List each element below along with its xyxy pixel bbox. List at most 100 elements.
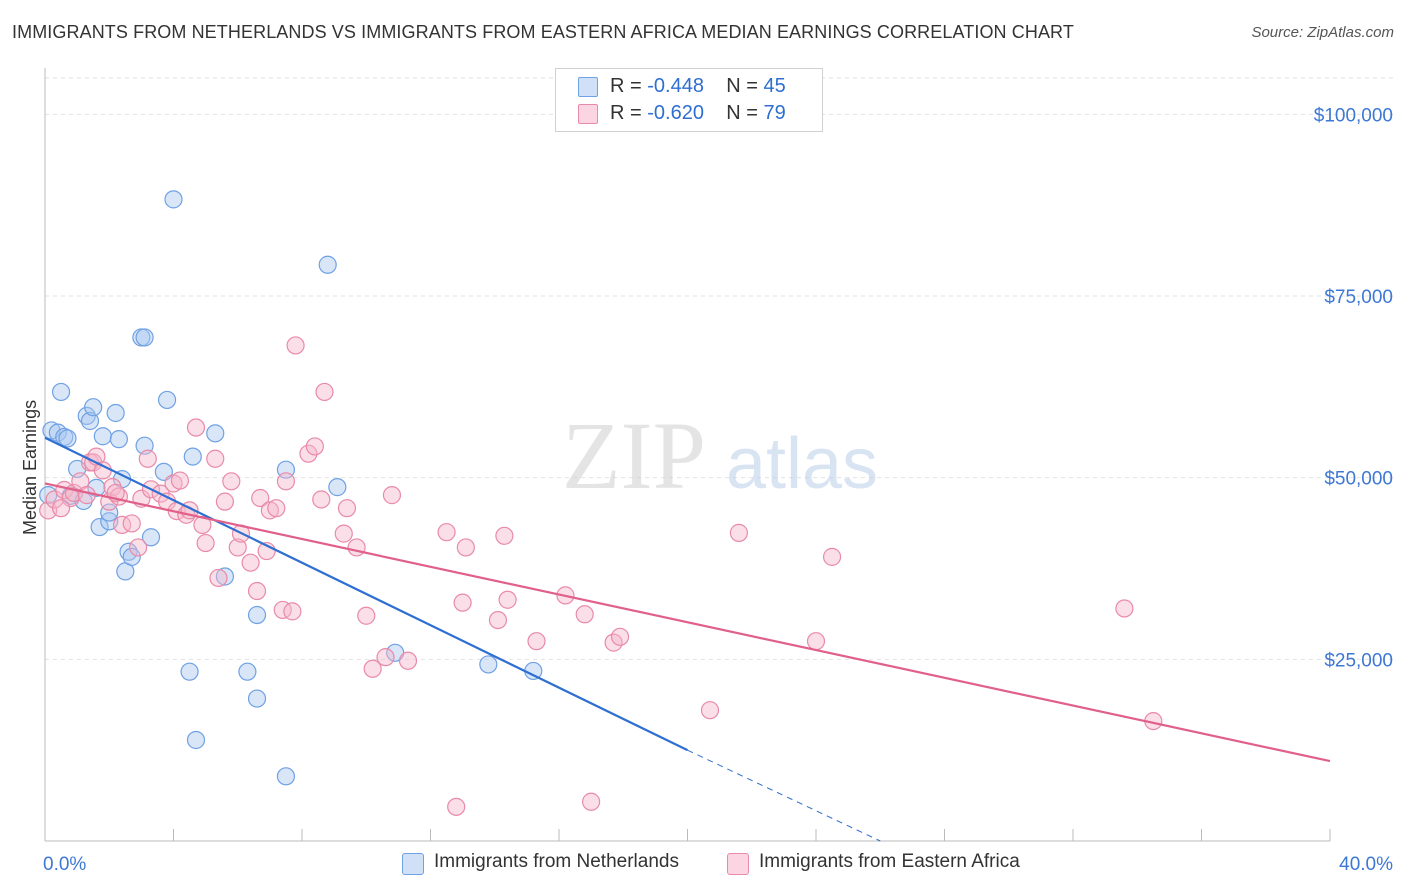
eastern-africa-point bbox=[103, 478, 122, 497]
eastern-africa-point bbox=[700, 701, 720, 720]
eastern-africa-point bbox=[299, 444, 318, 463]
netherlands-point bbox=[84, 398, 103, 417]
eastern-africa-point bbox=[209, 568, 228, 588]
eastern-africa-point bbox=[312, 490, 331, 509]
netherlands-point bbox=[119, 542, 138, 561]
netherlands-point bbox=[106, 403, 125, 423]
watermark-zip: ZIP bbox=[562, 402, 706, 509]
netherlands-point bbox=[90, 517, 109, 537]
legend-swatch-eastern-africa bbox=[727, 853, 749, 875]
series-eastern-africa-points bbox=[39, 336, 1163, 816]
legend-r-value: -0.448 bbox=[647, 75, 704, 97]
y-tick-label: $100,000 bbox=[1314, 105, 1393, 126]
eastern-africa-point bbox=[315, 382, 334, 402]
legend-r-label: R = bbox=[610, 75, 642, 97]
eastern-africa-point bbox=[337, 499, 357, 518]
eastern-africa-point bbox=[382, 486, 402, 505]
eastern-africa-point bbox=[488, 610, 508, 630]
netherlands-point bbox=[100, 503, 119, 522]
eastern-africa-point bbox=[582, 792, 601, 811]
netherlands-point bbox=[80, 411, 100, 431]
eastern-africa-point bbox=[305, 437, 324, 456]
eastern-africa-point bbox=[398, 651, 418, 670]
netherlands-point bbox=[215, 567, 234, 586]
eastern-africa-point bbox=[186, 418, 206, 437]
legend-label-netherlands: Immigrants from Netherlands bbox=[434, 851, 679, 872]
legend-swatch-netherlands bbox=[402, 853, 424, 875]
netherlands-point bbox=[238, 662, 257, 681]
legend-label-eastern-africa: Immigrants from Eastern Africa bbox=[759, 851, 1020, 872]
netherlands-point bbox=[51, 382, 71, 402]
eastern-africa-point bbox=[456, 538, 475, 557]
legend-swatch-eastern-africa bbox=[578, 104, 598, 124]
eastern-africa-point bbox=[228, 538, 247, 557]
eastern-africa-point bbox=[357, 606, 376, 625]
y-tick-label: $50,000 bbox=[1324, 469, 1393, 490]
axes bbox=[44, 68, 1331, 842]
eastern-africa-point bbox=[222, 472, 241, 491]
legend-n-value: 79 bbox=[763, 102, 786, 124]
tick-labels: $25,000 $50,000 $75,000 $100,000 0.0% 40.0% bbox=[43, 105, 1393, 875]
eastern-africa-point bbox=[437, 523, 456, 542]
eastern-africa-point bbox=[77, 486, 96, 505]
netherlands-point bbox=[93, 427, 112, 446]
chart-source: Source: ZipAtlas.com bbox=[1251, 24, 1394, 41]
netherlands-point bbox=[328, 478, 347, 497]
eastern-africa-point bbox=[729, 523, 749, 542]
correlation-legend: R = -0.448 N = 45 R = -0.620 N = 79 bbox=[555, 68, 823, 132]
eastern-africa-point bbox=[334, 524, 353, 543]
x-tick-label: 0.0% bbox=[43, 854, 86, 875]
eastern-africa-point bbox=[273, 600, 292, 620]
netherlands-point bbox=[122, 547, 141, 566]
netherlands-point bbox=[479, 655, 498, 674]
eastern-africa-point bbox=[822, 547, 842, 566]
netherlands-point bbox=[154, 462, 173, 481]
eastern-africa-point bbox=[453, 593, 472, 612]
eastern-africa-point bbox=[247, 581, 267, 601]
netherlands-trend-line bbox=[44, 436, 688, 752]
eastern-africa-point bbox=[575, 605, 594, 624]
eastern-africa-point bbox=[276, 472, 296, 491]
eastern-africa-point bbox=[251, 488, 270, 508]
netherlands-point bbox=[58, 429, 77, 448]
eastern-africa-point bbox=[267, 499, 286, 518]
legend-r-value: -0.620 bbox=[647, 102, 704, 124]
trend-lines bbox=[44, 436, 1331, 842]
legend-n-value: 45 bbox=[763, 75, 786, 97]
eastern-africa-point bbox=[495, 526, 514, 545]
watermark-atlas: atlas bbox=[726, 424, 878, 504]
netherlands-point bbox=[206, 424, 225, 443]
eastern-africa-point bbox=[283, 602, 302, 621]
eastern-africa-point bbox=[1115, 599, 1134, 618]
eastern-africa-point bbox=[363, 659, 382, 678]
eastern-africa-point bbox=[241, 553, 260, 572]
series-netherlands-points bbox=[39, 190, 543, 786]
legend-r-label: R = bbox=[610, 102, 642, 124]
netherlands-point bbox=[141, 528, 161, 547]
eastern-africa-point bbox=[138, 449, 157, 468]
chart-title: IMMIGRANTS FROM NETHERLANDS VS IMMIGRANT… bbox=[12, 22, 1074, 42]
legend-n-label: N = bbox=[726, 102, 758, 124]
netherlands-point bbox=[276, 767, 296, 786]
netherlands-trend-extension bbox=[687, 749, 881, 842]
netherlands-point bbox=[186, 730, 206, 750]
watermark: ZIP atlas bbox=[562, 402, 878, 509]
netherlands-point bbox=[87, 478, 106, 497]
y-axis-label: Median Earnings bbox=[20, 399, 40, 535]
eastern-africa-point bbox=[215, 492, 234, 511]
eastern-africa-point bbox=[527, 632, 546, 651]
eastern-africa-point bbox=[122, 514, 141, 533]
legend-swatch-netherlands bbox=[578, 77, 598, 97]
netherlands-point bbox=[386, 643, 405, 662]
netherlands-point bbox=[247, 689, 267, 708]
eastern-africa-point bbox=[196, 533, 215, 553]
eastern-africa-point bbox=[347, 538, 366, 557]
eastern-africa-point bbox=[170, 471, 190, 490]
eastern-africa-trend-line bbox=[44, 482, 1331, 763]
netherlands-point bbox=[164, 190, 183, 209]
x-tick-label: 40.0% bbox=[1339, 854, 1393, 875]
netherlands-point bbox=[183, 447, 202, 466]
eastern-africa-point bbox=[206, 449, 225, 468]
y-tick-label: $75,000 bbox=[1324, 287, 1393, 308]
